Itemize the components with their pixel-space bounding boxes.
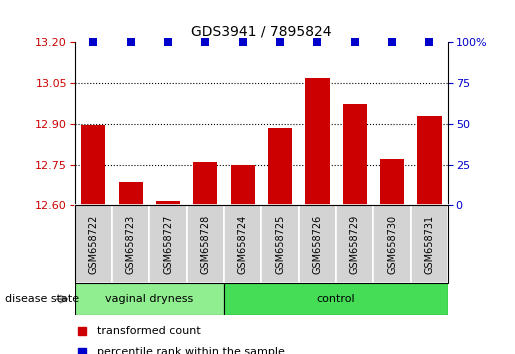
Bar xyxy=(410,205,448,283)
Text: GSM658730: GSM658730 xyxy=(387,215,397,274)
Text: GSM658726: GSM658726 xyxy=(313,215,322,274)
Text: GSM658722: GSM658722 xyxy=(89,215,98,274)
Bar xyxy=(112,205,149,283)
Text: GSM658723: GSM658723 xyxy=(126,215,135,274)
Text: disease state: disease state xyxy=(5,294,79,304)
Bar xyxy=(373,205,410,283)
Bar xyxy=(268,128,292,205)
Bar xyxy=(156,201,180,205)
Text: GSM658729: GSM658729 xyxy=(350,215,359,274)
Bar xyxy=(417,116,441,205)
Bar xyxy=(75,205,112,283)
Title: GDS3941 / 7895824: GDS3941 / 7895824 xyxy=(191,24,332,39)
Text: control: control xyxy=(317,294,355,304)
Text: GSM658727: GSM658727 xyxy=(163,215,173,274)
Text: GSM658724: GSM658724 xyxy=(238,215,248,274)
Bar xyxy=(118,182,143,205)
Bar xyxy=(380,159,404,205)
Text: GSM658725: GSM658725 xyxy=(275,215,285,274)
Text: vaginal dryness: vaginal dryness xyxy=(105,294,194,304)
Text: transformed count: transformed count xyxy=(97,326,201,337)
Bar xyxy=(193,162,217,205)
Bar xyxy=(305,78,330,205)
Bar xyxy=(342,104,367,205)
Bar xyxy=(299,205,336,283)
Bar xyxy=(186,205,224,283)
Bar xyxy=(336,205,373,283)
Bar xyxy=(81,125,106,205)
Bar xyxy=(149,205,186,283)
Text: GSM658731: GSM658731 xyxy=(424,215,434,274)
Bar xyxy=(75,283,224,315)
Text: GSM658728: GSM658728 xyxy=(200,215,210,274)
Text: percentile rank within the sample: percentile rank within the sample xyxy=(97,347,285,354)
Bar xyxy=(261,205,299,283)
Bar xyxy=(224,205,261,283)
Bar xyxy=(224,283,448,315)
Bar xyxy=(231,165,255,205)
